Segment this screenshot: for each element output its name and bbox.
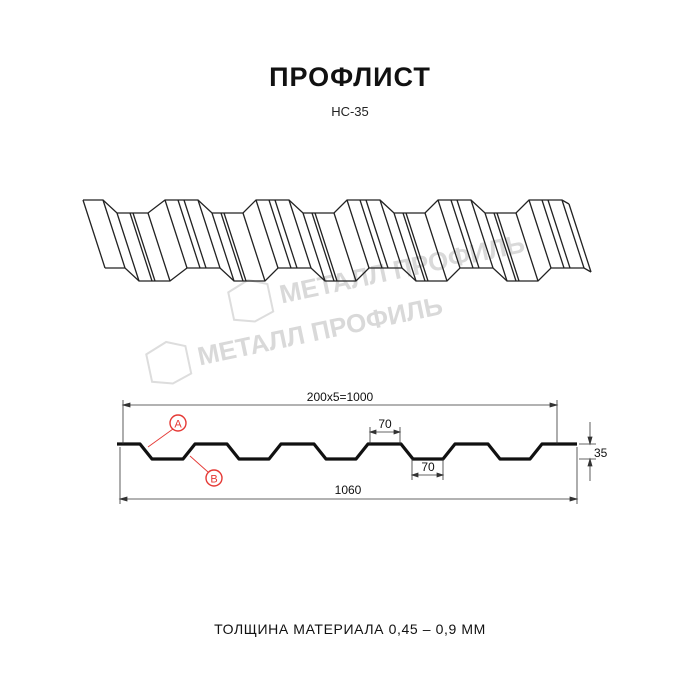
sheet-fold-line xyxy=(346,199,370,269)
sheet-rib-line xyxy=(405,212,429,282)
bottom-width-label: 70 xyxy=(421,460,435,474)
sheet-rib-line xyxy=(132,212,156,282)
dimensions xyxy=(118,400,596,504)
sheet-fold-line xyxy=(147,212,171,282)
sheet-rib-line xyxy=(129,212,153,282)
sheet-rib-line xyxy=(496,212,520,282)
total-width-label: 1060 xyxy=(335,483,362,497)
marker-a: A xyxy=(147,414,187,448)
profile-model: НС-35 xyxy=(331,104,369,119)
sheet-fold-line xyxy=(424,212,448,282)
sheet-rib-line xyxy=(177,199,201,269)
sheet-fold-line xyxy=(255,199,279,269)
sheet-fold-line xyxy=(211,212,235,282)
sheet-rib-line xyxy=(547,199,571,269)
isometric-sheet xyxy=(82,199,592,282)
sheet-fold-line xyxy=(302,212,326,282)
cross-section-profile xyxy=(117,442,577,461)
sheet-rib-line xyxy=(268,199,292,269)
watermark-text: МЕТАЛЛ ПРОФИЛЬ xyxy=(195,290,446,371)
sheet-rib-line xyxy=(456,199,480,269)
top-width-label: 70 xyxy=(378,417,392,431)
sheet-fold-line xyxy=(102,199,126,269)
sheet-fold-line xyxy=(437,199,461,269)
sheet-rib-line xyxy=(493,212,517,282)
sheet-fold-line xyxy=(82,199,106,269)
sheet-fold-line xyxy=(561,199,585,269)
sheet-rib-line xyxy=(450,199,474,269)
sheet-fold-line xyxy=(393,212,417,282)
marker-b-label: B xyxy=(210,474,217,486)
sheet-rib-line xyxy=(314,212,338,282)
sheet-fold-line xyxy=(288,199,312,269)
sheet-rib-line xyxy=(183,199,207,269)
sheet-fold-line xyxy=(379,199,403,269)
marker-a-label: A xyxy=(174,419,182,431)
sheet-fold-line xyxy=(197,199,221,269)
sheet-top-edge xyxy=(83,199,570,214)
sheet-fold-line xyxy=(568,203,592,273)
sheet-fold-line xyxy=(164,199,188,269)
sheet-fold-line xyxy=(484,212,508,282)
sheet-rib-line xyxy=(311,212,335,282)
sheet-rib-line xyxy=(359,199,383,269)
sheet-rib-line xyxy=(220,212,244,282)
sheet-fold-line xyxy=(515,212,539,282)
sheet-rib-line xyxy=(402,212,426,282)
pitch-dimension-label: 200x5=1000 xyxy=(307,390,374,404)
sheet-rib-line xyxy=(274,199,298,269)
sheet-rib-line xyxy=(365,199,389,269)
page-title: ПРОФЛИСТ xyxy=(269,62,431,92)
sheet-fold-line xyxy=(242,212,266,282)
sheet-fold-line xyxy=(333,212,357,282)
sheet-rib-line xyxy=(541,199,565,269)
height-label: 35 xyxy=(594,446,608,460)
sheet-fold-line xyxy=(116,212,140,282)
sheet-rib-line xyxy=(223,212,247,282)
watermark-logo-icon xyxy=(227,278,275,323)
sheet-fold-line xyxy=(528,199,552,269)
sheet-fold-line xyxy=(470,199,494,269)
marker-b: B xyxy=(189,455,223,487)
watermark-logo-icon xyxy=(145,340,193,385)
material-thickness: ТОЛЩИНА МАТЕРИАЛА 0,45 – 0,9 ММ xyxy=(214,621,486,637)
